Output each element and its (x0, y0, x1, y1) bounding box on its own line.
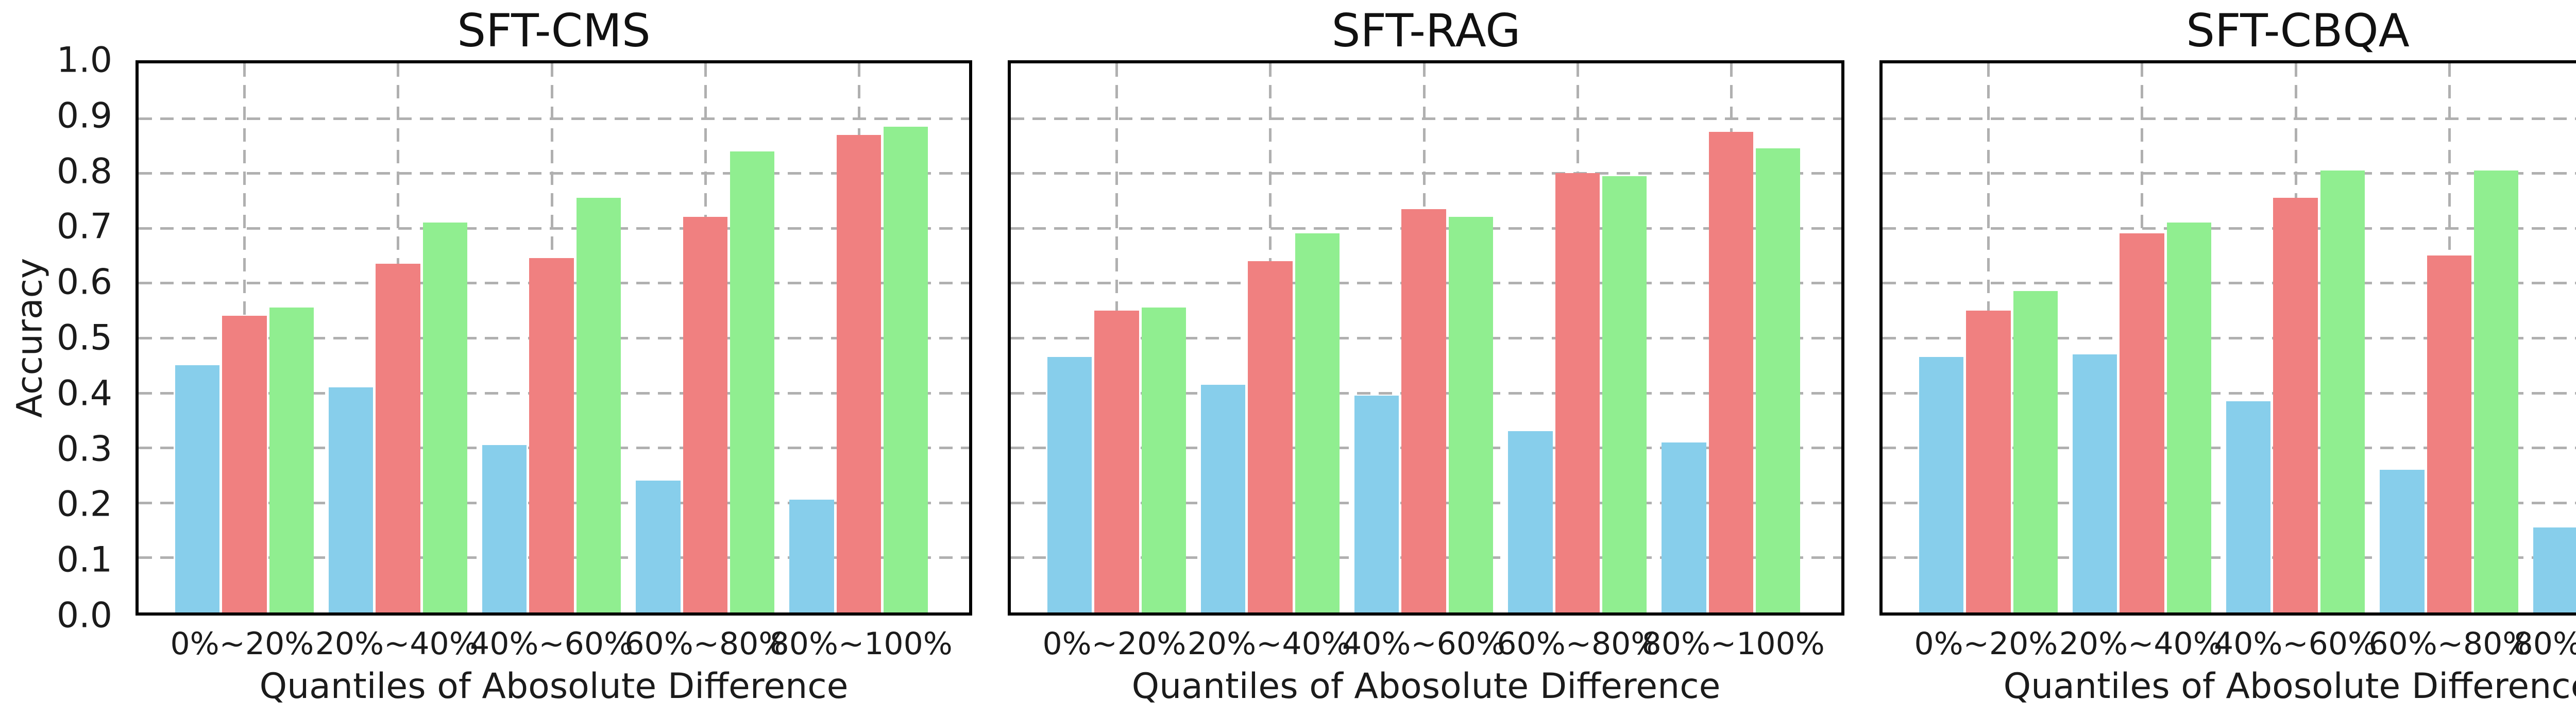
bar-kshot-rag (1708, 132, 1753, 612)
bar-ppl-clm (482, 445, 527, 612)
y-axis-label: Accuracy (9, 258, 50, 418)
bar-ppl-clm (1508, 431, 1553, 612)
gridline-horizontal (1011, 172, 1841, 175)
x-tick-label: 0%~20% (1042, 626, 1187, 662)
gridline-horizontal (1883, 227, 2576, 230)
bar-ltc-lightgbm (883, 126, 928, 612)
y-tick-label: 0.4 (56, 373, 112, 414)
bar-ppl-clm (1354, 395, 1399, 612)
y-tick-label: 0.0 (56, 595, 112, 636)
y-tick-label: 0.2 (56, 484, 112, 525)
bar-ltc-lightgbm (1141, 308, 1186, 612)
chart-panel-sft-rag: SFT-RAG 0%~20% 20%~40% 40%~60% 60%~80% 80%~1… (1008, 0, 1844, 716)
bar-ltc-lightgbm (1295, 233, 1340, 612)
bar-ltc-lightgbm (2320, 170, 2365, 612)
bar-ppl-clm (328, 387, 374, 612)
x-axis-ticks: 0%~20%20%~40%40%~60%60%~80%80%~100% (135, 626, 972, 662)
bar-kshot-rag (2273, 198, 2318, 612)
y-tick-label: 1.0 (56, 40, 112, 81)
bar-ppl-clm (1200, 384, 1246, 612)
x-axis-label: Quantiles of Abosolute Difference (1131, 666, 1721, 707)
bar-ppl-clm (2072, 354, 2117, 612)
y-tick-label: 0.3 (56, 429, 112, 470)
x-tick-label: 60%~80% (2368, 626, 2532, 662)
bar-ltc-lightgbm (1602, 176, 1647, 612)
bar-kshot-rag (2120, 233, 2164, 612)
bar-ppl-clm (2380, 469, 2425, 612)
plot-area (1879, 60, 2576, 616)
bar-ppl-clm (2226, 401, 2271, 612)
bar-kshot-rag (1094, 310, 1139, 612)
x-tick-label: 60%~80% (1497, 626, 1660, 662)
bar-ltc-lightgbm (730, 151, 775, 612)
y-tick-label: 0.5 (56, 317, 112, 359)
x-tick-label: 20%~40% (1187, 626, 1351, 662)
x-tick-label: 0%~20% (1914, 626, 2058, 662)
bar-ltc-lightgbm (2473, 170, 2519, 612)
y-tick-label: 0.9 (56, 95, 112, 137)
bar-ppl-clm (636, 481, 681, 612)
bar-ppl-clm (1047, 357, 1092, 612)
gridline-horizontal (1011, 117, 1841, 120)
chart-title: SFT-CMS (457, 4, 651, 57)
x-tick-label: 40%~60% (470, 626, 634, 662)
bar-ltc-lightgbm (1755, 148, 1801, 612)
bar-kshot-rag (683, 217, 727, 612)
plot-area (135, 60, 972, 616)
x-tick-label: 40%~60% (2214, 626, 2378, 662)
y-tick-label: 0.1 (56, 539, 112, 581)
x-tick-label: 20%~40% (315, 626, 479, 662)
bar-ltc-lightgbm (2013, 291, 2058, 612)
chart-panel-sft-cbqa: SFT-CBQA 0%~20%20%~40%40%~60%60%~80%80%~… (1879, 0, 2576, 716)
bar-kshot-rag (222, 316, 267, 612)
x-tick-label: 20%~40% (2059, 626, 2223, 662)
plot-area (1008, 60, 1844, 616)
bar-ltc-lightgbm (2166, 223, 2211, 612)
gridline-horizontal (1883, 172, 2576, 175)
x-tick-label: 80%~100% (1641, 626, 1825, 662)
bar-kshot-rag (1555, 173, 1600, 612)
bar-ppl-clm (2533, 527, 2576, 612)
chart-title: SFT-RAG (1331, 4, 1521, 57)
gridline-horizontal (1883, 117, 2576, 120)
gridline-horizontal (1883, 337, 2576, 339)
x-axis-label: Quantiles of Abosolute Difference (259, 666, 849, 707)
gridline-horizontal (139, 117, 969, 120)
bar-ppl-clm (1662, 442, 1706, 612)
y-tick-label: 0.6 (56, 262, 112, 303)
bar-kshot-rag (836, 134, 881, 612)
gridline-horizontal (1883, 391, 2576, 395)
chart-title: SFT-CBQA (2186, 4, 2410, 57)
gridline-horizontal (139, 227, 969, 230)
bar-kshot-rag (2427, 255, 2471, 612)
x-axis-ticks: 0%~20%20%~40%40%~60%60%~80%80%~100% (1008, 626, 1844, 662)
bar-kshot-rag (1401, 209, 1446, 612)
x-tick-label: 40%~60% (1342, 626, 1506, 662)
bar-kshot-rag (1966, 310, 2011, 612)
bar-ppl-clm (175, 365, 220, 612)
bar-ltc-lightgbm (269, 308, 314, 612)
bar-ltc-lightgbm (576, 198, 621, 612)
bar-kshot-rag (1248, 261, 1293, 612)
y-tick-label: 0.7 (56, 206, 112, 247)
x-tick-label: 0%~20% (170, 626, 314, 662)
gridline-horizontal (139, 172, 969, 175)
bar-ltc-lightgbm (422, 223, 467, 612)
bar-ppl-clm (789, 500, 834, 612)
gridline-horizontal (1883, 282, 2576, 285)
x-axis-ticks: 0%~20%20%~40%40%~60%60%~80%80%~100% (1879, 626, 2576, 662)
y-axis-ticks: 0.0 0.1 0.2 0.3 0.4 0.5 0.6 0.7 0.8 0.9 1.0 (0, 0, 124, 716)
x-tick-label: 60%~80% (624, 626, 788, 662)
bar-ppl-clm (1919, 357, 1964, 612)
y-tick-label: 0.8 (56, 151, 112, 192)
x-tick-label: 80%~100% (769, 626, 953, 662)
x-tick-label: 80%~100% (2513, 626, 2576, 662)
chart-panel-sft-cms: SFT-CMS 0%~20% 20%~40% 40%~60% 60%~80% 80%~1… (135, 0, 972, 716)
bar-kshot-rag (529, 258, 574, 612)
bar-ltc-lightgbm (1448, 217, 1494, 612)
bar-kshot-rag (376, 264, 420, 612)
x-axis-label: Quantiles of Abosolute Difference (2003, 666, 2576, 707)
